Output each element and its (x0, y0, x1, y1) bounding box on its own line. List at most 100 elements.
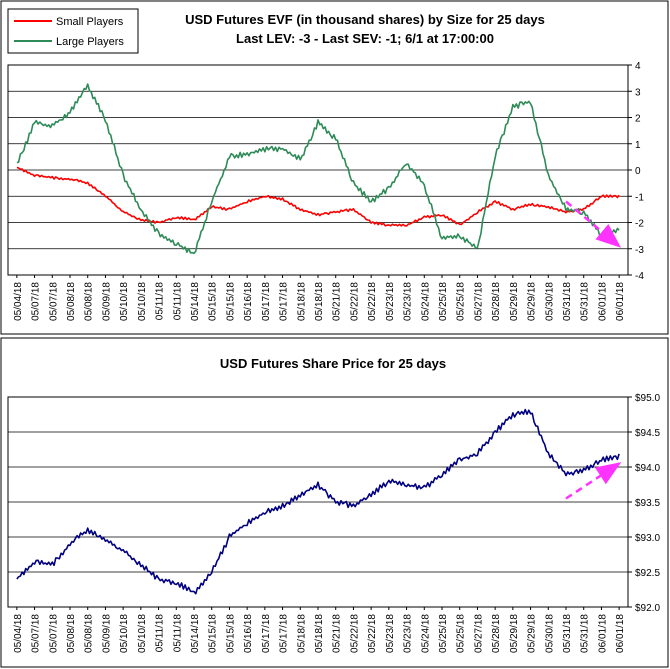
x-tick-label: 05/09/18 (101, 614, 112, 653)
x-tick-label: 05/30/18 (544, 614, 555, 653)
top-chart-subtitle: Last LEV: -3 - Last SEV: -1; 6/1 at 17:0… (236, 31, 494, 46)
x-tick-label: 05/11/18 (155, 282, 166, 321)
x-tick-label: 05/10/18 (119, 614, 130, 653)
x-tick-label: 05/31/18 (562, 282, 573, 321)
x-tick-label: 05/23/18 (385, 614, 396, 653)
x-tick-label: 05/28/18 (491, 614, 502, 653)
x-tick-label: 05/18/18 (314, 614, 325, 653)
x-tick-label: 05/17/18 (279, 282, 290, 321)
y-tick-label: 3 (635, 87, 641, 98)
top-chart-x-axis: 05/04/18 05/07/18 05/07/18 05/08/18 05/08/18… (13, 275, 626, 321)
x-tick-label: 05/10/18 (137, 614, 148, 653)
x-tick-label: 05/23/18 (385, 282, 396, 321)
x-tick-label: 05/08/18 (84, 614, 95, 653)
bottom-chart-x-axis: 05/04/18 05/07/18 05/07/18 05/08/18 05/08/18… (13, 607, 626, 653)
x-tick-label: 05/07/18 (48, 614, 59, 653)
series-line-large-players (16, 83, 620, 255)
x-tick-label: 05/11/18 (172, 282, 183, 321)
x-tick-label: 05/22/18 (367, 614, 378, 653)
x-tick-label: 05/22/18 (349, 282, 360, 321)
x-tick-label: 05/15/18 (225, 282, 236, 321)
series-line-price (16, 408, 620, 595)
x-tick-label: 05/21/18 (332, 282, 343, 321)
x-tick-label: 05/15/18 (208, 282, 219, 321)
x-tick-label: 05/08/18 (66, 282, 77, 321)
y-tick-label: 0 (635, 166, 641, 177)
x-tick-label: 05/28/18 (491, 282, 502, 321)
x-tick-label: 05/15/18 (225, 614, 236, 653)
x-tick-label: 05/21/18 (332, 614, 343, 653)
y-tick-label: 4 (635, 61, 641, 72)
y-tick-label: $92.0 (635, 603, 660, 614)
x-tick-label: 05/11/18 (155, 614, 166, 653)
y-tick-label: -4 (635, 271, 644, 282)
x-tick-label: 05/07/18 (31, 282, 42, 321)
top-chart-y-axis: -4 -3 -2 -1 0 1 2 3 4 (628, 61, 644, 282)
x-tick-label: 05/08/18 (66, 614, 77, 653)
x-tick-label: 05/16/18 (243, 614, 254, 653)
x-tick-label: 05/25/18 (438, 614, 449, 653)
x-tick-label: 05/25/18 (438, 282, 449, 321)
top-chart-gridlines (8, 64, 628, 276)
x-tick-label: 05/31/18 (562, 614, 573, 653)
x-tick-label: 05/24/18 (420, 614, 431, 653)
x-tick-label: 05/10/18 (119, 282, 130, 321)
x-tick-label: 06/01/18 (615, 282, 626, 321)
x-tick-label: 05/18/18 (296, 614, 307, 653)
legend-label-small-players: Small Players (56, 16, 124, 28)
x-tick-label: 05/30/18 (544, 282, 555, 321)
x-tick-label: 06/01/18 (597, 614, 608, 653)
x-tick-label: 06/01/18 (597, 282, 608, 321)
y-tick-label: $94.0 (635, 463, 660, 474)
y-tick-label: -2 (635, 219, 644, 230)
x-tick-label: 05/10/18 (137, 282, 148, 321)
x-tick-label: 05/17/18 (261, 282, 272, 321)
x-tick-label: 05/04/18 (13, 614, 24, 653)
top-chart-series (16, 83, 620, 255)
x-tick-label: 05/25/18 (456, 282, 467, 321)
x-tick-label: 05/17/18 (261, 614, 272, 653)
x-tick-label: 05/16/18 (243, 282, 254, 321)
y-tick-label: 2 (635, 114, 641, 125)
bottom-chart-series (16, 408, 620, 595)
x-tick-label: 05/31/18 (580, 614, 591, 653)
x-tick-label: 05/15/18 (208, 614, 219, 653)
y-tick-label: $93.0 (635, 533, 660, 544)
x-tick-label: 05/23/18 (403, 282, 414, 321)
y-tick-label: -1 (635, 192, 644, 203)
x-tick-label: 05/22/18 (367, 282, 378, 321)
bottom-chart-title: USD Futures Share Price for 25 days (220, 356, 446, 371)
series-line-small-players (16, 166, 620, 227)
x-tick-label: 05/14/18 (190, 282, 201, 321)
x-tick-label: 05/08/18 (84, 282, 95, 321)
y-tick-label: $95.0 (635, 393, 660, 404)
bottom-chart-y-axis: $92.0 $92.5 $93.0 $93.5 $94.0 $94.5 $95.0 (628, 393, 660, 614)
x-tick-label: 05/09/18 (101, 282, 112, 321)
x-tick-label: 05/23/18 (403, 614, 414, 653)
y-tick-label: $94.5 (635, 428, 660, 439)
legend-label-large-players: Large Players (56, 36, 124, 48)
x-tick-label: 05/27/18 (473, 282, 484, 321)
x-tick-label: 05/29/18 (527, 614, 538, 653)
x-tick-label: 05/07/18 (48, 282, 59, 321)
trend-arrow (565, 462, 622, 500)
x-tick-label: 05/27/18 (473, 614, 484, 653)
x-tick-label: 05/14/18 (190, 614, 201, 653)
bottom-chart-gridlines (8, 396, 628, 608)
x-tick-label: 05/18/18 (314, 282, 325, 321)
y-tick-label: -3 (635, 245, 644, 256)
x-tick-label: 06/01/18 (615, 614, 626, 653)
x-tick-label: 05/31/18 (580, 282, 591, 321)
x-tick-label: 05/18/18 (296, 282, 307, 321)
x-tick-label: 05/04/18 (13, 282, 24, 321)
x-tick-label: 05/24/18 (420, 282, 431, 321)
x-tick-label: 05/11/18 (172, 614, 183, 653)
x-tick-label: 05/29/18 (509, 282, 520, 321)
x-tick-label: 05/17/18 (279, 614, 290, 653)
x-tick-label: 05/22/18 (349, 614, 360, 653)
y-tick-label: $93.5 (635, 498, 660, 509)
y-tick-label: 1 (635, 140, 641, 151)
x-tick-label: 05/29/18 (509, 614, 520, 653)
top-chart-legend: Small Players Large Players (7, 8, 139, 54)
